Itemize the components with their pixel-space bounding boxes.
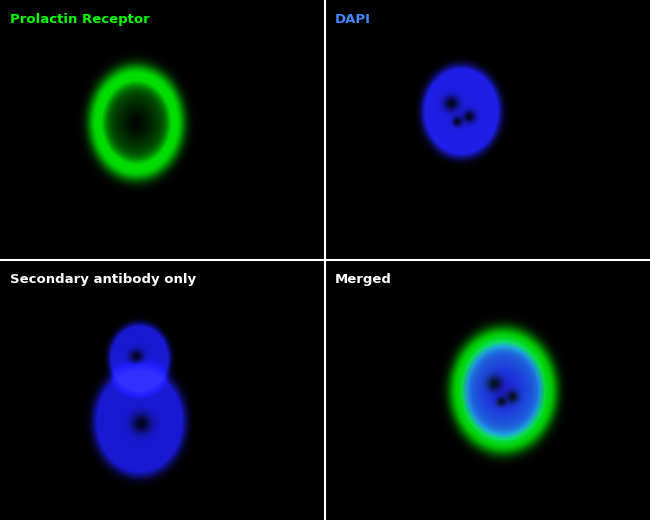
Text: Prolactin Receptor: Prolactin Receptor [10, 13, 150, 26]
Text: Secondary antibody only: Secondary antibody only [10, 273, 196, 286]
Text: Merged: Merged [335, 273, 391, 286]
Text: DAPI: DAPI [335, 13, 370, 26]
